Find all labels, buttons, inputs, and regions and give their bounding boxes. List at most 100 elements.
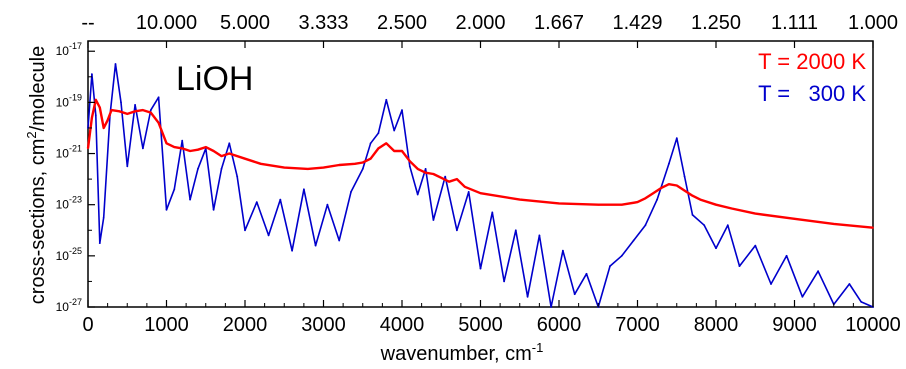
series-2000k-point	[126, 113, 129, 115]
series-2000k-point	[668, 183, 670, 186]
series-300k-point	[514, 229, 517, 232]
top-axis: -- 10.000 5.000 3.333 2.500 2.000 1.667 1.429 1.…	[81, 12, 898, 48]
series-300k-point	[303, 188, 305, 191]
top-tick-label: 2.500	[377, 12, 427, 34]
x-tick-label: 0	[82, 314, 93, 336]
series-300k-point	[620, 254, 623, 257]
series-line-300k	[87, 63, 874, 308]
series-300k-point	[675, 137, 678, 140]
top-tick-label: 1.000	[848, 12, 898, 34]
series-300k-point	[456, 229, 458, 232]
x-tick-label: 10000	[845, 314, 901, 336]
y-tick-label: 10-25	[56, 246, 82, 263]
x-tick-label: 4000	[380, 314, 425, 336]
series-300k-point	[120, 101, 122, 104]
series-300k-point	[432, 219, 435, 221]
series-300k-point	[656, 198, 658, 201]
series-2000k-point	[793, 217, 796, 220]
series-300k-point	[369, 142, 372, 145]
series-300k-point	[102, 216, 105, 219]
series-2000k-point	[832, 223, 835, 225]
series-300k-point	[149, 109, 152, 111]
series-300k-point	[279, 198, 282, 201]
series-300k-point	[338, 239, 341, 242]
series-300k-point	[467, 191, 470, 193]
series-300k-point	[538, 234, 541, 237]
y-axis-label: cross-sections, cm2/molecule	[24, 46, 49, 304]
series-300k-point	[726, 224, 729, 227]
series-2000k-point	[228, 152, 231, 155]
series-300k-point	[848, 283, 851, 285]
series-300k-point	[444, 175, 447, 178]
series-300k-point	[562, 249, 564, 252]
series-300k-point	[291, 249, 293, 252]
series-2000k-point	[91, 116, 93, 119]
x-axis-label: wavenumber, cm-1	[380, 340, 544, 365]
series-300k-point	[644, 224, 647, 227]
series-2000k-point	[558, 202, 560, 205]
series-300k-point	[738, 265, 741, 267]
series-300k-point	[401, 109, 403, 111]
series-2000k-point	[142, 109, 144, 111]
series-300k-point	[114, 63, 117, 65]
series-2000k-point	[110, 109, 113, 111]
series-300k-point	[424, 168, 427, 170]
top-tick-label: --	[81, 12, 94, 34]
x-tick-label: 8000	[694, 314, 739, 336]
series-2000k-point	[683, 189, 686, 192]
series-300k-point	[220, 168, 223, 170]
series-300k-point	[361, 168, 364, 170]
x-tick-label: 3000	[301, 314, 346, 336]
series-2000k-point	[408, 160, 411, 163]
series-2000k-point	[377, 147, 380, 150]
series-2000k-point	[118, 110, 121, 113]
series-2000k-point	[94, 98, 97, 101]
y-tick-label: 10-23	[56, 195, 82, 212]
series-2000k-point	[189, 150, 192, 152]
series-2000k-point	[432, 173, 435, 175]
series-2000k-point	[259, 162, 262, 165]
series-2000k-point	[872, 226, 874, 229]
series-300k-point	[503, 280, 505, 283]
series-2000k-point	[518, 198, 521, 201]
series-300k-point	[350, 191, 352, 193]
series-2000k-point	[369, 157, 372, 160]
series-2000k-point	[306, 168, 309, 170]
series-2000k-point	[87, 147, 89, 150]
x-tick-label: 1000	[144, 314, 189, 336]
series-2000k-point	[385, 142, 388, 145]
series-300k-point	[244, 229, 246, 232]
series-2000k-point	[220, 155, 223, 158]
x-tick-label: 7000	[615, 314, 660, 336]
y-tick-label: 10-27	[56, 297, 82, 314]
series-300k-point	[212, 208, 215, 211]
x-tick-label: 5000	[458, 314, 503, 336]
series-300k-point	[408, 165, 411, 168]
series-300k-point	[770, 283, 772, 285]
series-300k-point	[785, 254, 788, 257]
chart-title: LiOH	[176, 60, 253, 98]
legend: T = 2000 K T = 300 K	[758, 49, 866, 106]
series-2000k-point	[456, 178, 458, 181]
series-line-2000k	[86, 98, 874, 229]
series-300k-point	[377, 132, 380, 135]
series-300k-point	[526, 295, 529, 298]
series-300k-point	[491, 211, 494, 214]
series-2000k-point	[401, 150, 403, 152]
legend-entry-300k: T = 300 K	[758, 81, 866, 106]
plot-area: 0 1000 2000 3000 4000 5000 6000 7000 8000 9000 100…	[56, 12, 901, 336]
top-tick-label: 1.111	[771, 12, 818, 34]
series-300k-point	[228, 142, 231, 145]
series-2000k-point	[204, 146, 207, 149]
series-300k-point	[173, 188, 176, 191]
series-2000k-point	[197, 148, 199, 151]
series-2000k-point	[244, 157, 246, 160]
y-tick-label: 10-21	[56, 144, 82, 161]
series-2000k-point	[157, 121, 160, 124]
series-300k-point	[94, 114, 97, 117]
series-2000k-point	[699, 198, 702, 201]
series-300k-point	[393, 129, 396, 132]
series-2000k-point	[181, 147, 184, 150]
series-2000k-point	[479, 192, 482, 195]
